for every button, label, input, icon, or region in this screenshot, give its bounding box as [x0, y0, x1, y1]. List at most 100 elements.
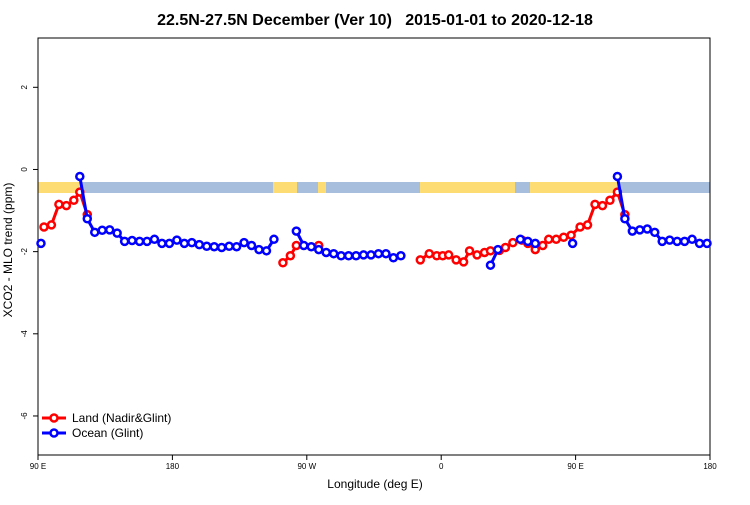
data-point — [485, 260, 496, 270]
data-point — [472, 250, 482, 260]
data-point — [291, 240, 302, 251]
land-mask — [38, 182, 710, 193]
data-point — [194, 239, 205, 250]
data-point — [575, 222, 585, 232]
data-point — [149, 234, 160, 245]
land-strip — [420, 182, 515, 193]
data-point — [82, 214, 93, 224]
data-point — [104, 225, 115, 235]
data-point — [612, 171, 623, 182]
data-point — [54, 199, 64, 210]
legend-label: Land (Nadir&Glint) — [72, 411, 171, 425]
data-point — [209, 241, 219, 252]
data-point — [336, 250, 346, 261]
data-point — [485, 246, 496, 256]
x-tick-label: 90 E — [30, 462, 46, 471]
data-point — [36, 238, 46, 249]
y-tick-label: 2 — [20, 85, 29, 90]
data-point — [97, 225, 107, 236]
data-point — [164, 238, 175, 249]
data-point — [451, 255, 461, 265]
data-point — [590, 199, 600, 210]
data-point — [515, 234, 526, 245]
x-tick-label: 180 — [166, 462, 180, 471]
data-point — [388, 253, 399, 263]
data-point — [358, 250, 369, 260]
data-point — [508, 237, 518, 248]
y-tick-label: -6 — [20, 412, 29, 420]
data-point — [112, 228, 122, 238]
data-point — [523, 236, 533, 247]
data-point — [39, 222, 49, 232]
data-point — [343, 250, 354, 261]
ocean-strip — [38, 182, 710, 193]
data-point — [261, 246, 272, 256]
data-point — [424, 248, 435, 259]
data-point — [537, 240, 548, 251]
data-point — [551, 234, 561, 245]
x-tick-label: 90 W — [297, 462, 316, 471]
x-tick-label: 180 — [703, 462, 717, 471]
legend-swatch-point — [49, 413, 59, 423]
data-point — [443, 250, 454, 260]
x-axis-label: Longitude (deg E) — [327, 477, 422, 491]
data-point — [627, 226, 638, 236]
data-point — [299, 240, 309, 251]
data-point — [415, 255, 426, 265]
data-point — [702, 238, 712, 249]
data-point — [381, 248, 391, 259]
data-point — [328, 248, 339, 259]
data-point — [649, 227, 660, 238]
y-tick-label: -2 — [20, 248, 29, 256]
data-point — [672, 236, 682, 247]
y-axis-label: XCO2 - MLO trend (ppm) — [1, 183, 15, 318]
legend-swatch-point — [49, 428, 59, 438]
data-point — [493, 244, 503, 255]
data-point — [285, 250, 296, 261]
data-point — [313, 244, 324, 255]
data-point — [464, 246, 475, 256]
data-point — [119, 236, 130, 247]
data-point — [543, 234, 554, 245]
land-strip — [530, 182, 620, 193]
data-point — [605, 195, 615, 206]
data-point — [142, 236, 152, 247]
data-point — [201, 241, 212, 252]
y-tick-label: -4 — [20, 330, 29, 338]
data-point — [75, 171, 85, 182]
data-point — [278, 257, 288, 268]
chart-title: 22.5N-27.5N December (Ver 10) 2015-01-01… — [157, 12, 593, 29]
land-strip — [273, 182, 297, 193]
data-point — [187, 237, 197, 248]
data-point — [500, 242, 511, 253]
x-tick-label: 0 — [439, 462, 444, 471]
data-point — [351, 250, 361, 261]
land-strip — [318, 182, 326, 193]
plot-frame — [37, 37, 711, 456]
data-point — [89, 227, 100, 238]
data-point — [597, 200, 608, 211]
data-point — [566, 230, 576, 240]
data-point — [291, 226, 302, 236]
data-point — [620, 214, 630, 224]
x-tick-label: 90 E — [567, 462, 583, 471]
data-point — [306, 241, 317, 252]
data-point — [687, 234, 697, 245]
data-point — [321, 247, 331, 258]
data-point — [530, 238, 541, 249]
data-point — [134, 236, 145, 247]
data-point — [179, 238, 190, 249]
data-point — [664, 235, 675, 245]
data-point — [254, 244, 264, 255]
data-point — [396, 250, 406, 261]
data-point — [61, 200, 72, 211]
data-point — [694, 238, 705, 249]
data-point — [172, 235, 182, 245]
data-point — [239, 237, 249, 248]
data-point — [567, 238, 578, 249]
data-point — [69, 195, 79, 206]
data-point — [558, 232, 569, 243]
data-point — [582, 220, 593, 230]
